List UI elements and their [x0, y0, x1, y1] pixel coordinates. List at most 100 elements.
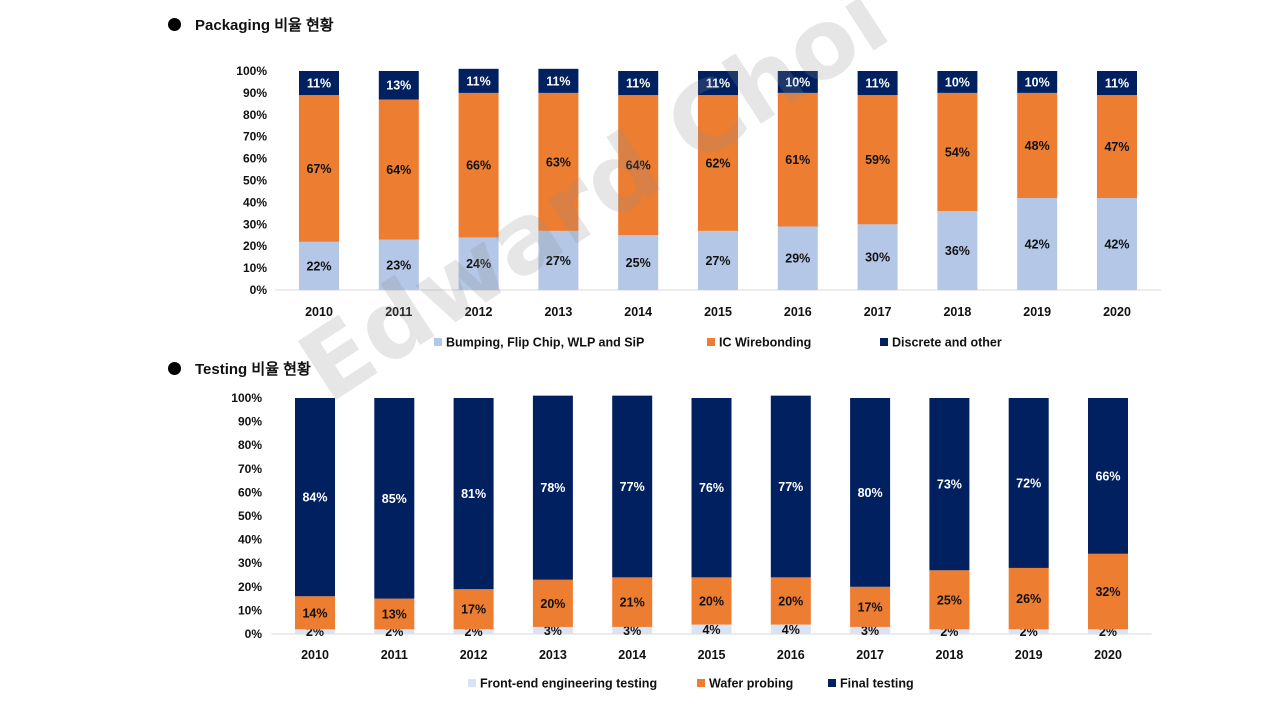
- bar-segment-0: [770, 624, 811, 634]
- bar-segment-0: [378, 239, 419, 290]
- bar-segment-2: [1088, 398, 1128, 554]
- data-label: 36%: [945, 244, 970, 258]
- data-label: 4%: [702, 623, 720, 637]
- bar-segment-2: [618, 71, 659, 96]
- y-tick-label: 90%: [243, 86, 267, 100]
- y-tick-label: 60%: [243, 152, 267, 166]
- x-tick-label: 2011: [381, 648, 408, 662]
- y-tick-label: 20%: [238, 580, 262, 594]
- data-label: 11%: [546, 74, 570, 88]
- y-tick-label: 50%: [238, 509, 262, 523]
- x-tick-label: 2010: [305, 305, 333, 319]
- data-label: 10%: [945, 75, 970, 89]
- data-label: 14%: [302, 606, 327, 620]
- bar-segment-0: [374, 629, 415, 634]
- data-label: 20%: [699, 594, 724, 608]
- legend-label: Front-end engineering testing: [480, 677, 657, 691]
- data-label: 25%: [937, 593, 962, 607]
- bar-segment-2: [538, 68, 579, 93]
- bar-segment-1: [1008, 567, 1049, 630]
- data-label: 84%: [302, 491, 327, 505]
- bar-segment-0: [857, 224, 898, 290]
- y-tick-label: 20%: [243, 239, 267, 253]
- data-label: 11%: [1105, 77, 1129, 91]
- x-tick-label: 2019: [1023, 305, 1051, 319]
- bar-segment-0: [458, 237, 499, 290]
- bar-segment-2: [299, 71, 339, 96]
- testing-title-text: Testing 비율 현황: [195, 361, 311, 378]
- packaging-section-title: Packaging 비율 현황: [168, 14, 334, 35]
- legend-label: IC Wirebonding: [719, 336, 811, 350]
- bar-segment-2: [929, 398, 970, 571]
- x-tick-label: 2014: [618, 648, 646, 662]
- bar-segment-1: [777, 92, 818, 227]
- data-label: 10%: [1025, 75, 1050, 89]
- y-tick-label: 50%: [243, 174, 267, 188]
- y-tick-label: 90%: [238, 415, 262, 429]
- bar-segment-0: [299, 241, 339, 290]
- data-label: 11%: [307, 77, 331, 91]
- data-label: 42%: [1104, 238, 1129, 252]
- data-label: 4%: [782, 623, 800, 637]
- data-label: 3%: [544, 624, 562, 638]
- bullet-icon: [168, 362, 181, 375]
- data-label: 22%: [306, 259, 331, 273]
- bar-segment-1: [850, 586, 891, 627]
- legend-label: Final testing: [840, 677, 914, 691]
- data-label: 21%: [620, 596, 645, 610]
- bar-segment-2: [1008, 398, 1049, 568]
- x-tick-label: 2016: [777, 648, 805, 662]
- data-label: 20%: [540, 597, 565, 611]
- data-label: 54%: [945, 146, 970, 160]
- data-label: 59%: [865, 153, 890, 167]
- data-label: 23%: [386, 258, 411, 272]
- y-tick-label: 80%: [243, 108, 267, 122]
- bar-segment-1: [299, 95, 339, 242]
- data-label: 78%: [540, 481, 565, 495]
- data-label: 76%: [699, 481, 724, 495]
- x-tick-label: 2018: [943, 305, 971, 319]
- y-tick-label: 80%: [238, 438, 262, 452]
- x-tick-label: 2016: [784, 305, 812, 319]
- data-label: 10%: [785, 75, 810, 89]
- data-label: 64%: [386, 163, 411, 177]
- data-label: 24%: [466, 257, 491, 271]
- bar-segment-0: [929, 629, 970, 634]
- data-label: 29%: [785, 252, 810, 266]
- bar-segment-1: [1088, 553, 1128, 630]
- bar-segment-1: [691, 577, 732, 625]
- data-label: 80%: [858, 486, 883, 500]
- bar-segment-1: [929, 570, 970, 630]
- data-label: 64%: [626, 159, 651, 173]
- data-label: 17%: [461, 603, 486, 617]
- data-label: 66%: [466, 159, 491, 173]
- bar-segment-0: [618, 235, 659, 290]
- data-label: 30%: [865, 251, 890, 265]
- y-tick-label: 0%: [245, 627, 263, 641]
- bar-segment-0: [453, 629, 494, 634]
- data-label: 48%: [1025, 139, 1050, 153]
- data-label: 77%: [620, 480, 645, 494]
- y-tick-label: 10%: [238, 603, 262, 617]
- data-label: 47%: [1104, 140, 1129, 154]
- x-tick-label: 2014: [624, 305, 652, 319]
- data-label: 20%: [778, 594, 803, 608]
- bar-segment-0: [1097, 198, 1137, 290]
- bar-segment-2: [295, 398, 335, 597]
- legend-swatch: [434, 338, 442, 346]
- data-label: 11%: [865, 77, 889, 91]
- data-label: 81%: [461, 487, 486, 501]
- x-tick-label: 2018: [935, 648, 963, 662]
- bar-segment-0: [1017, 198, 1058, 290]
- x-tick-label: 2013: [539, 648, 567, 662]
- data-label: 13%: [382, 607, 407, 621]
- data-label: 27%: [705, 254, 730, 268]
- bar-segment-0: [777, 226, 818, 290]
- y-tick-label: 0%: [250, 283, 268, 297]
- x-tick-label: 2020: [1094, 648, 1122, 662]
- data-label: 61%: [785, 153, 810, 167]
- x-tick-label: 2015: [698, 648, 726, 662]
- data-label: 72%: [1016, 476, 1041, 490]
- bar-segment-0: [850, 626, 891, 634]
- y-tick-label: 30%: [243, 217, 267, 231]
